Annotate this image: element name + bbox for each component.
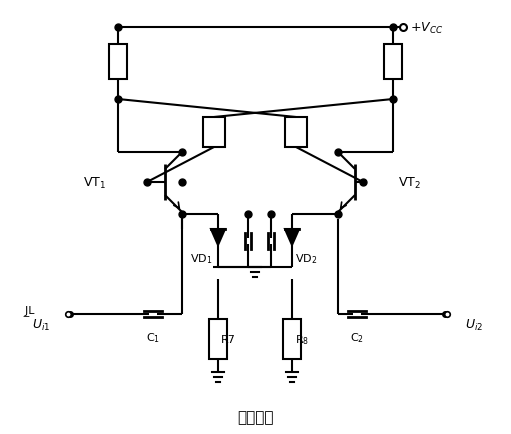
Text: VT$_2$: VT$_2$ [398, 175, 421, 190]
Bar [109, 45, 127, 80]
Text: C$_2$: C$_2$ [350, 330, 364, 344]
Text: C$_1$: C$_1$ [146, 330, 160, 344]
Polygon shape [211, 230, 225, 246]
Text: +$V_{CC}$: +$V_{CC}$ [410, 20, 443, 36]
Bar [203, 118, 225, 148]
Text: $U_{i2}$: $U_{i2}$ [465, 317, 483, 332]
Text: VD$_2$: VD$_2$ [295, 251, 317, 265]
Text: 单端触发: 单端触发 [238, 410, 274, 424]
Bar [285, 118, 307, 148]
Text: VD$_1$: VD$_1$ [191, 251, 213, 265]
Text: R$_8$: R$_8$ [295, 332, 309, 346]
Bar [209, 319, 227, 359]
Text: R7: R7 [221, 334, 236, 344]
Bar [283, 319, 301, 359]
Text: J̲L: J̲L [25, 305, 35, 316]
Bar [384, 45, 402, 80]
Polygon shape [285, 230, 299, 246]
Text: $U_{i1}$: $U_{i1}$ [32, 317, 50, 332]
Text: VT$_1$: VT$_1$ [83, 175, 106, 190]
